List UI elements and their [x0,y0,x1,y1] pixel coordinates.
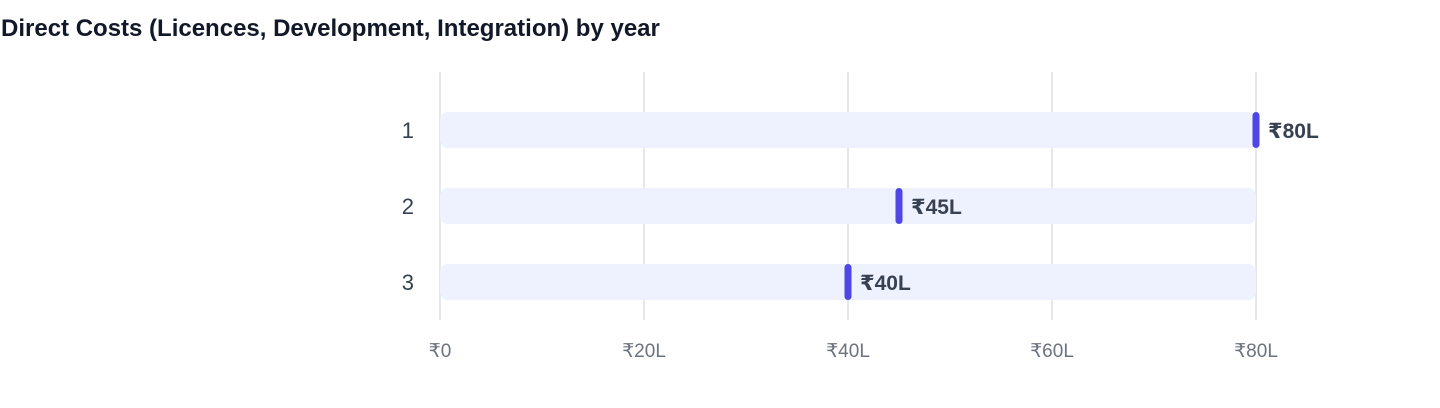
data-label: ₹80L [1268,120,1319,143]
bar-track-1 [440,112,1256,148]
labels: ₹0 ₹20L ₹40L ₹60L ₹80L 1 ₹80L 2 ₹45L 3 ₹40L [402,118,1319,362]
data-label: ₹40L [860,272,911,295]
category-label: 1 [402,118,414,143]
bar-track-2 [440,188,1256,224]
x-tick-label: ₹60L [1030,341,1074,362]
category-label: 2 [402,194,414,219]
x-tick-label: ₹80L [1234,341,1278,362]
bar-markers [844,112,1260,300]
bar-marker-3 [844,264,852,300]
bar-marker-2 [895,188,903,224]
chart-title: Direct Costs (Licences, Development, Int… [1,15,660,42]
x-tick-label: ₹20L [622,341,666,362]
data-label: ₹45L [911,196,962,219]
bar-marker-1 [1252,112,1260,148]
x-tick-label: ₹0 [429,341,452,362]
category-label: 3 [402,270,414,295]
bar-tracks [440,112,1256,300]
x-tick-label: ₹40L [826,341,870,362]
